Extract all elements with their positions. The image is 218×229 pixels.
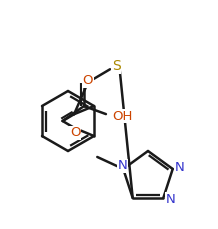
Text: N: N: [165, 193, 175, 206]
Text: S: S: [112, 59, 120, 73]
Text: OH: OH: [112, 110, 132, 123]
Text: O: O: [70, 126, 80, 139]
Text: N: N: [175, 161, 185, 174]
Text: N: N: [118, 159, 127, 172]
Text: O: O: [83, 74, 93, 87]
